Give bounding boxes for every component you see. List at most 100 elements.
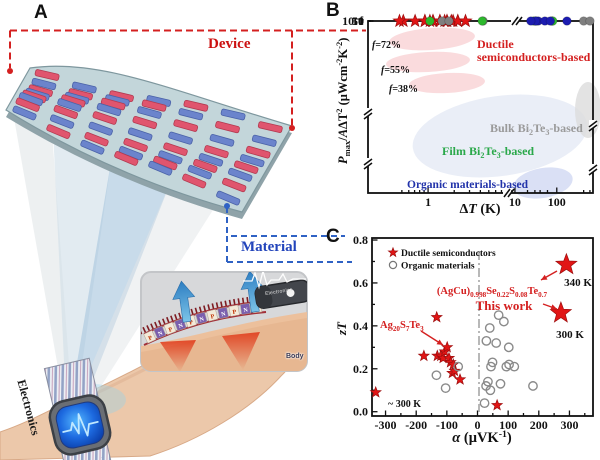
panel-c-letter: C [326, 226, 340, 247]
panel-c-plot: -300 -200 -100 0 100 200 300 0.0 0.2 0.4 0.6 0.8 Duc… [334, 233, 594, 446]
data-point-dot [477, 16, 487, 26]
group-highlight-ellipse [409, 72, 485, 94]
data-point-open-circle [453, 361, 464, 372]
temp-label-340k: 340 K [564, 277, 592, 289]
f-ratio-label: f=55% [381, 65, 410, 76]
approx-300k-label: ~ 300 K [388, 399, 421, 410]
inset-n-letter: N [157, 330, 164, 337]
strip-fin [207, 304, 211, 310]
data-point-open-circle [509, 361, 520, 372]
panel-b-letter: B [326, 0, 340, 21]
data-point-dot [425, 16, 435, 26]
te-n-leg [251, 134, 277, 147]
ductile-label: semiconductors-based [477, 50, 591, 64]
te-n-leg [12, 105, 37, 121]
panel-b-ylabel: Pmax/AΔT2 (μWcm-2K-2) [334, 38, 352, 164]
strip-bottom-rail [143, 311, 267, 346]
te-n-leg [239, 154, 265, 168]
ductile-label: Ductile [477, 37, 514, 51]
data-point-open-circle [483, 376, 493, 387]
te-device-sheet [5, 65, 293, 219]
data-point-open-circle [528, 381, 538, 391]
te-p-leg [92, 111, 118, 125]
data-point-open-circle [503, 342, 514, 353]
panel-b-plot: 1 10 1005010110⁻⁵f=72%f=55%f=38%Ductilesem… [334, 13, 600, 217]
data-point-open-circle [501, 361, 512, 372]
te-p-leg [183, 99, 209, 112]
axis-break [503, 188, 515, 198]
inset-n-letter: N [178, 323, 185, 330]
annotation-arrowhead [436, 339, 443, 345]
y-tick-label: 50 [352, 14, 364, 28]
strip-fin [211, 303, 215, 310]
inset-n-block [195, 311, 208, 325]
material-connector-dot [224, 203, 230, 209]
x-tick-label: 200 [530, 418, 548, 432]
series-this-work [549, 252, 578, 323]
te-p-leg [182, 173, 207, 189]
strip-fin [158, 320, 162, 326]
data-point-star [392, 13, 407, 28]
inset-n-block [217, 306, 229, 319]
axis-break-slash [363, 162, 373, 170]
inset-n-letter: N [199, 316, 205, 323]
strip-fin [166, 316, 170, 323]
axis-break [363, 158, 373, 170]
inset-n-block [240, 303, 251, 315]
film-label: Film Bi2Te3-based [442, 144, 534, 160]
organic-label: Organic materials-based [407, 179, 529, 191]
axis-break-slash [511, 16, 519, 26]
data-point-star [458, 13, 473, 28]
strip-fin [178, 312, 182, 319]
strip-fin [203, 305, 207, 312]
te-p-leg [215, 121, 240, 134]
strip-fin [170, 315, 174, 322]
y-tick-label: 0.6 [353, 276, 368, 290]
data-point-star [448, 364, 461, 377]
te-n-leg [187, 165, 212, 180]
ag-formula-label: Ag20S7Te3 [380, 320, 424, 333]
inset-p-block [206, 309, 219, 322]
inset-heat-glow [222, 332, 260, 370]
y-tick-label: 0.0 [353, 405, 368, 419]
te-n-leg [168, 131, 193, 145]
strip-fin [220, 301, 223, 308]
te-n-leg [227, 167, 253, 182]
te-n-leg [178, 108, 204, 121]
inset-p-block [228, 304, 240, 317]
te-p-leg [173, 119, 199, 132]
series-organic-materials [431, 310, 538, 409]
data-point-open-circle [491, 338, 502, 348]
te-p-leg [132, 116, 158, 129]
panel-b-xlabel: ΔT (K) [459, 202, 500, 217]
data-point-open-circle [484, 323, 495, 333]
y-tick-label: 10 [352, 14, 364, 28]
strip-fin [174, 314, 178, 320]
data-point-dot [562, 16, 572, 26]
panel-a-letter: A [34, 2, 48, 23]
data-point-open-circle [495, 378, 506, 389]
strip-fin [142, 326, 147, 333]
data-point-open-circle [486, 361, 496, 372]
inset-arrow-up [172, 280, 196, 323]
y-tick-label: 0.8 [353, 233, 368, 247]
data-point-star [430, 310, 443, 323]
te-p-leg [15, 97, 40, 112]
axis-break-slash [588, 120, 598, 128]
te-n-leg [49, 114, 75, 129]
te-p-leg [257, 121, 283, 133]
watch-screen [55, 401, 105, 449]
inset-cross-section: PNPNPNPNPNP [140, 271, 308, 372]
legend-ductile: Ductile semiconductors [401, 249, 496, 259]
strip-fin [141, 328, 143, 335]
strip-fin [154, 321, 158, 328]
te-p-leg [233, 160, 259, 174]
strip-fin [215, 302, 219, 309]
te-n-leg [158, 150, 183, 165]
axis-break [588, 164, 598, 176]
x-tick-label: 100 [499, 418, 517, 432]
axis-break-slash [588, 164, 598, 172]
this-work-label: This work [476, 298, 533, 313]
